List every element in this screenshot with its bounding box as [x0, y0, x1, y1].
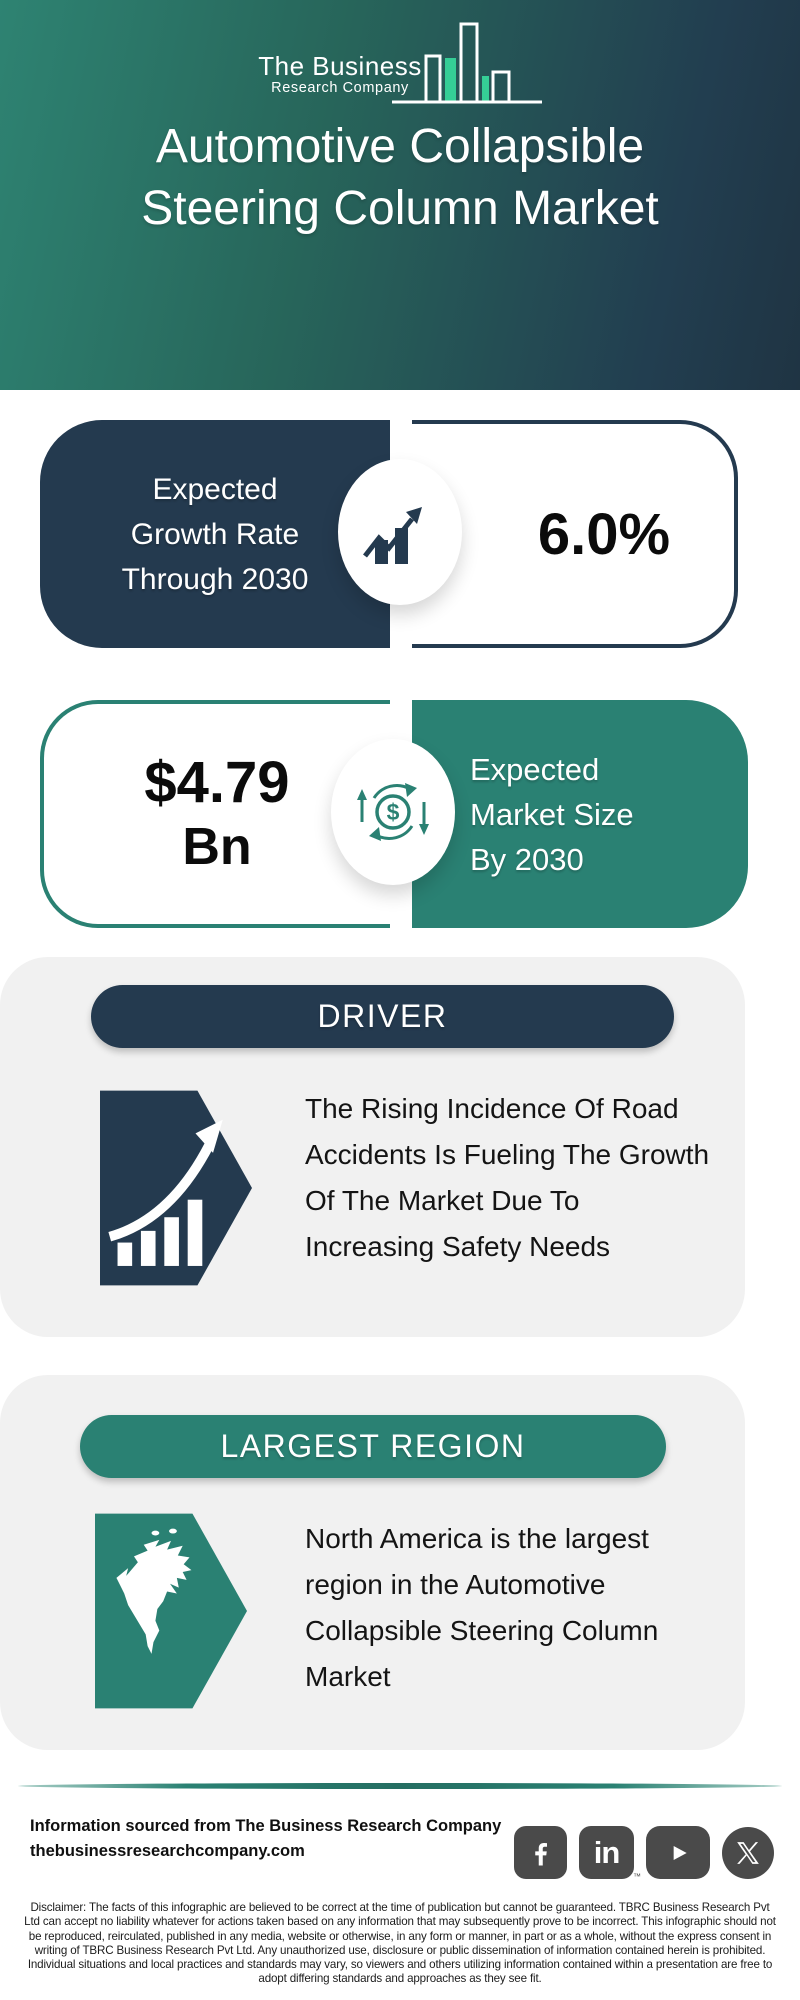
svg-text:$: $ [387, 799, 400, 825]
youtube-icon[interactable] [646, 1826, 710, 1879]
growth-icon-badge [338, 459, 462, 605]
growth-rate-value: 6.0% [537, 501, 671, 567]
source-attribution: Information sourced from The Business Re… [30, 1817, 502, 1835]
market-size-label-line3: By 2030 [470, 841, 584, 877]
social-links: in ™ [514, 1826, 774, 1881]
driver-heading: DRIVER [317, 998, 448, 1034]
x-icon[interactable] [722, 1826, 774, 1879]
market-size-icon-badge: $ [331, 739, 455, 885]
dollar-cycle-icon: $ [357, 783, 429, 841]
footer-divider [18, 1783, 782, 1789]
website-link[interactable]: thebusinessresearchcompany.com [30, 1842, 305, 1860]
brand-logo: The Business Research Company [256, 52, 424, 96]
linkedin-icon[interactable]: in ™ [579, 1826, 641, 1881]
linkedin-glyph: in [593, 1834, 621, 1870]
growth-label-line1: Expected [152, 472, 278, 506]
market-size-label-line2: Market Size [470, 796, 634, 832]
page-title-line1: Automotive Collapsible [155, 120, 645, 173]
growth-rate-label-card: Expected Growth Rate Through 2030 [40, 420, 390, 648]
page-title: Automotive Collapsible Steering Column M… [0, 116, 800, 240]
growth-bars-arrow-icon [100, 1090, 252, 1291]
market-size-label-line1: Expected [470, 751, 600, 787]
growth-label-line3: Through 2030 [121, 562, 309, 596]
driver-heading-pill: DRIVER [91, 985, 674, 1048]
brand-name: The Business [258, 51, 422, 81]
linkedin-trademark: ™ [633, 1872, 641, 1881]
facebook-icon[interactable] [514, 1826, 567, 1879]
header-banner: The Business Research Company Automotive… [0, 0, 800, 390]
trend-up-chart-icon [363, 507, 422, 564]
growth-label-line2: Growth Rate [130, 517, 300, 551]
brand-subname: Research Company [271, 80, 409, 96]
market-size-value-card: $4.79 Bn [40, 700, 390, 928]
page-title-line2: Steering Column Market [141, 182, 659, 235]
market-size-unit: Bn [182, 818, 252, 876]
disclaimer-text: Disclaimer: The facts of this infographi… [24, 1901, 776, 1986]
brand-bars-icon [392, 20, 542, 111]
largest-region-text: North America is the largest region in t… [305, 1523, 659, 1692]
growth-rate-value-card: 6.0% [412, 420, 738, 648]
largest-region-heading: LARGEST REGION [220, 1428, 526, 1464]
north-america-map-icon [95, 1513, 247, 1714]
market-size-value: $4.79 [144, 750, 290, 815]
largest-region-heading-pill: LARGEST REGION [80, 1415, 666, 1478]
market-size-label-card: Expected Market Size By 2030 [412, 700, 748, 928]
driver-text: The Rising Incidence Of Road Accidents I… [305, 1093, 710, 1262]
